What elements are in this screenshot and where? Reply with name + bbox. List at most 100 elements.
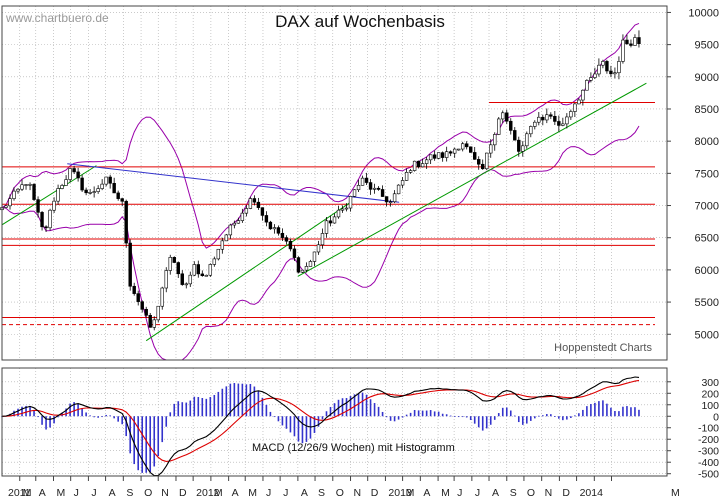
histogram-bar xyxy=(381,411,384,417)
time-tick-label: M xyxy=(671,487,680,499)
histogram-bar xyxy=(558,416,560,419)
candle-body xyxy=(244,208,249,214)
candle-body xyxy=(368,182,373,190)
candle-body xyxy=(132,285,136,294)
candle-body xyxy=(304,266,309,271)
candle-body xyxy=(561,123,565,126)
histogram-bar xyxy=(117,416,119,422)
candle-body xyxy=(40,212,44,228)
histogram-bar xyxy=(574,415,576,417)
candle-body xyxy=(416,160,421,168)
bollinger-lower xyxy=(1,125,640,361)
histogram-bar xyxy=(21,406,23,417)
candle-body xyxy=(344,207,349,210)
histogram-bar xyxy=(141,416,144,473)
time-tick-label: S xyxy=(126,487,133,499)
candle-body xyxy=(452,148,457,154)
candle-body xyxy=(404,172,409,181)
time-tick-label: N xyxy=(161,487,169,499)
histogram-bar xyxy=(17,408,19,417)
candle-body xyxy=(84,189,88,194)
histogram-bar xyxy=(97,416,99,418)
candle-body xyxy=(316,244,321,253)
candle-body xyxy=(609,70,613,75)
candle-body xyxy=(100,183,104,189)
candle-body xyxy=(128,242,132,287)
histogram-bar xyxy=(489,416,492,425)
candle-body xyxy=(597,64,601,75)
macd-tick-label: 100 xyxy=(701,400,719,412)
histogram-bar xyxy=(85,412,87,417)
histogram-bar xyxy=(425,410,428,417)
time-tick-label: M xyxy=(57,487,66,499)
candle-body xyxy=(613,72,617,75)
candle-body xyxy=(505,112,509,122)
histogram-bar xyxy=(285,416,288,429)
candle-body xyxy=(617,61,621,74)
histogram-bar xyxy=(161,416,164,443)
candle-body xyxy=(220,240,225,250)
candle-body xyxy=(240,212,245,221)
candle-body xyxy=(408,170,413,173)
time-tick-label: A xyxy=(301,487,308,499)
time-tick-label: D xyxy=(562,487,570,499)
candle-body xyxy=(144,308,148,316)
candle-body xyxy=(104,176,108,185)
candle-body xyxy=(156,305,160,321)
histogram-bar xyxy=(293,416,296,437)
histogram-bar xyxy=(578,413,580,417)
candle-body xyxy=(376,187,381,190)
candle-body xyxy=(4,205,8,208)
candle-body xyxy=(352,189,357,197)
histogram-bar xyxy=(566,416,568,420)
histogram-bar xyxy=(562,416,564,421)
histogram-bar xyxy=(626,406,628,417)
histogram-bar xyxy=(129,416,131,454)
candle-body xyxy=(432,154,437,159)
candle-body xyxy=(216,248,221,260)
histogram-bar xyxy=(289,416,292,433)
candle-body xyxy=(392,193,397,203)
histogram-bar xyxy=(534,416,536,419)
histogram-bar xyxy=(57,416,59,418)
price-tick-label: 5500 xyxy=(695,297,719,309)
candle-body xyxy=(28,184,32,186)
time-tick-label: N xyxy=(354,487,362,499)
candle-body xyxy=(497,118,501,135)
histogram-bar xyxy=(529,416,532,421)
price-tick-label: 7000 xyxy=(695,201,719,213)
grid xyxy=(2,6,667,476)
candle-body xyxy=(581,89,585,101)
candle-body xyxy=(256,201,261,208)
panel-frames xyxy=(1,5,668,477)
histogram-bar xyxy=(53,416,55,424)
trend-line xyxy=(1,165,97,226)
candle-body xyxy=(469,146,473,153)
histogram-bar xyxy=(598,401,600,417)
histogram-bar xyxy=(221,388,224,417)
candle-body xyxy=(565,116,569,125)
histogram-bar xyxy=(477,416,480,428)
histogram-bar xyxy=(473,416,476,424)
time-tick-label: O xyxy=(336,487,344,499)
candle-body xyxy=(448,151,453,154)
histogram-bar xyxy=(93,416,95,418)
candle-body xyxy=(184,283,188,286)
candle-body xyxy=(172,257,176,263)
histogram-bar xyxy=(457,416,460,418)
histogram-bar xyxy=(570,416,572,418)
histogram-bar xyxy=(638,409,640,417)
candle-body xyxy=(136,293,140,302)
candle-body xyxy=(188,274,192,285)
candle-body xyxy=(260,207,265,216)
time-tick-label: M xyxy=(441,487,450,499)
histogram-bar xyxy=(602,400,604,417)
histogram-bar xyxy=(453,415,456,417)
candle-body xyxy=(481,163,485,170)
candle-body xyxy=(280,232,285,238)
histogram-bar xyxy=(173,403,176,417)
histogram-bar xyxy=(590,403,592,417)
histogram-bar xyxy=(189,400,192,417)
candle-body xyxy=(533,121,537,127)
